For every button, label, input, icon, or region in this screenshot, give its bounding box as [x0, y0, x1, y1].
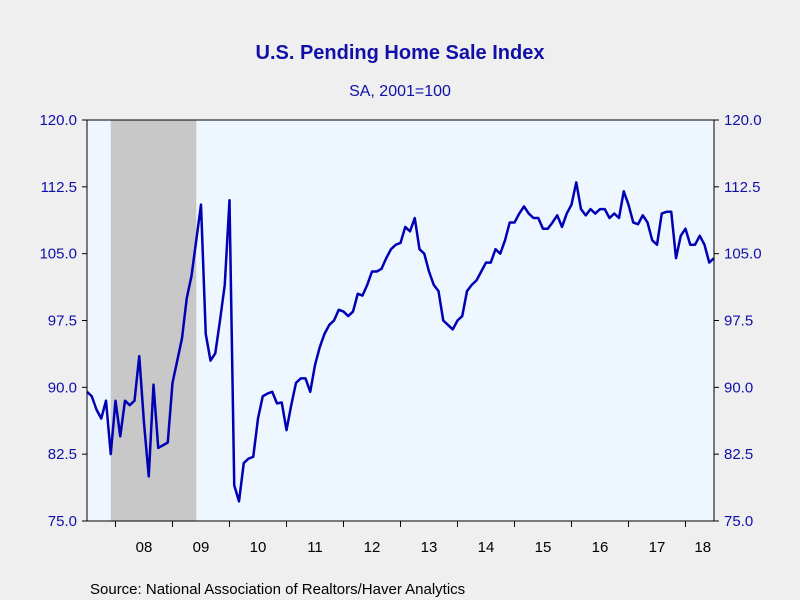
x-axis: 08 09 10 11 12 13 14 15 16 17 18: [115, 521, 711, 556]
plot-frame: [86, 119, 715, 522]
y-tick-label-left: 112.5: [41, 179, 77, 196]
recession-shading: [110, 120, 197, 521]
y-tick-label-left: 120.0: [39, 112, 77, 129]
y-tick-label-right: 105.0: [724, 246, 762, 263]
x-tick-label: 11: [307, 539, 323, 556]
y-tick-label-right: 82.5: [724, 446, 753, 463]
y-tick-label-right: 75.0: [724, 513, 753, 530]
y-tick-label-right: 90.0: [724, 379, 753, 396]
x-tick-label: 12: [364, 539, 381, 556]
x-tick-label: 15: [535, 539, 552, 556]
chart-subtitle: SA, 2001=100: [349, 83, 451, 100]
y-tick-label-left: 105.0: [39, 246, 77, 263]
source-note: Source: National Association of Realtors…: [90, 581, 465, 598]
y-tick-label-right: 120.0: [724, 112, 762, 129]
y-tick-label-right: 97.5: [724, 313, 753, 330]
x-tick-label: 10: [250, 539, 267, 556]
y-tick-label-left: 90.0: [48, 379, 77, 396]
y-tick-label-left: 97.5: [48, 313, 77, 330]
x-tick-label: 13: [421, 539, 438, 556]
y-tick-label-right: 112.5: [724, 179, 760, 196]
series-line-pending-home-sales: [86, 181, 715, 503]
right-y-axis: 75.0 82.5 90.0 97.5 105.0 112.5 120.0: [714, 112, 762, 530]
x-tick-label: 18: [694, 539, 711, 556]
left-y-axis: 75.0 82.5 90.0 97.5 105.0 112.5 120.0: [39, 112, 87, 530]
y-tick-label-left: 75.0: [48, 513, 77, 530]
x-tick-label: 14: [478, 539, 495, 556]
x-tick-label: 08: [136, 539, 153, 556]
chart-title: U.S. Pending Home Sale Index: [256, 42, 545, 64]
x-tick-label: 09: [193, 539, 210, 556]
x-tick-label: 16: [592, 539, 609, 556]
y-tick-label-left: 82.5: [48, 446, 77, 463]
x-tick-label: 17: [649, 539, 666, 556]
